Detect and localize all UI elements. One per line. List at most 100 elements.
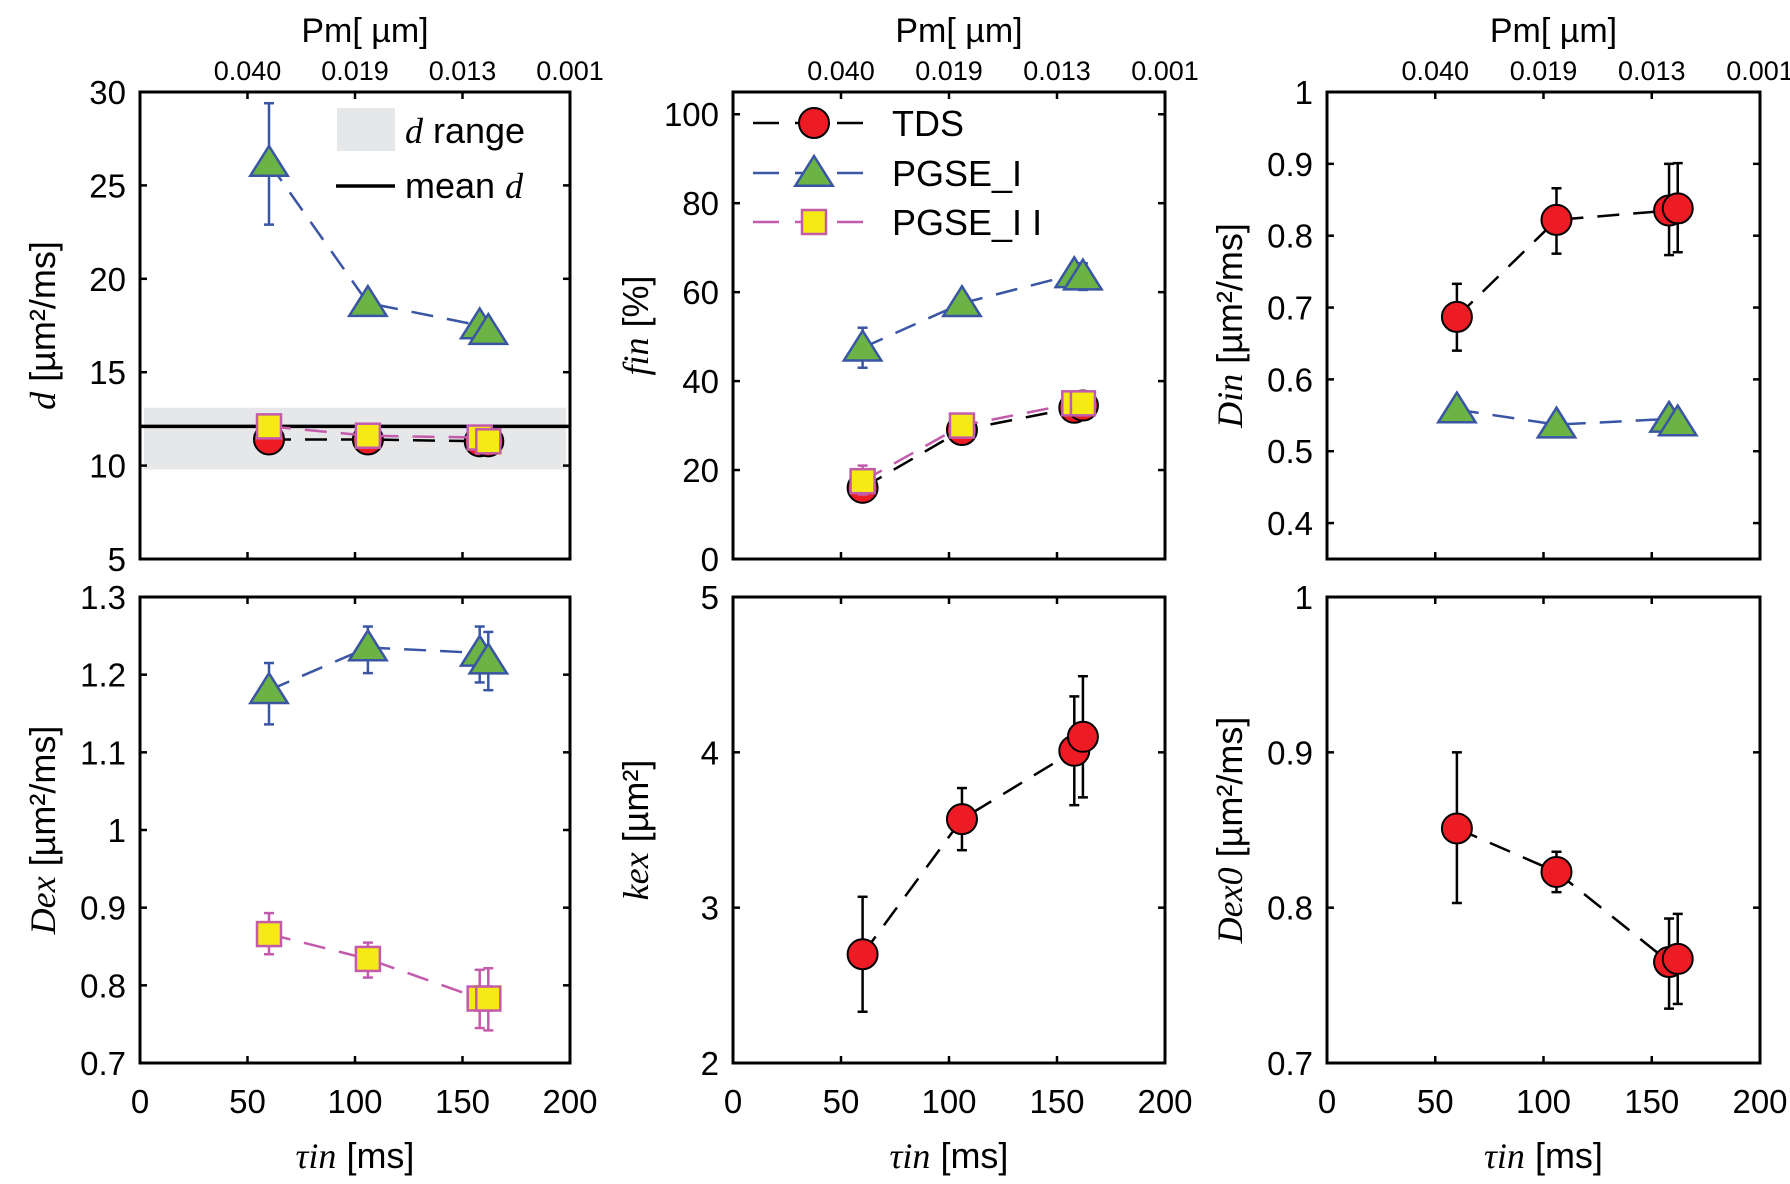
y-axis-label-unit: [%] (615, 275, 656, 337)
y-tick-label: 1 (1295, 579, 1313, 616)
y-tick-label: 0.4 (1267, 505, 1313, 542)
x-axis-label: τin [ms] (296, 1135, 415, 1176)
series-PGSE_I (841, 255, 1104, 370)
x-axis-label: τin [ms] (890, 1135, 1009, 1176)
data-point-TDS (1540, 203, 1573, 236)
x-tick-label: 100 (921, 1083, 976, 1120)
legend-label-PGSE_II: PGSE_I I (892, 202, 1042, 243)
data-point-TDS (945, 803, 978, 836)
panel-Dex: 0 50 100 150 200 0.7 0.8 0.9 1 1.1 1.2 1.3 Dex [µm²/… (22, 579, 598, 1176)
y-axis-label-unit: [µm²] (615, 760, 656, 853)
data-point-PGSE_I (1435, 390, 1478, 424)
top-axis-title: Pm[ µm] (895, 12, 1022, 50)
y-axis-label: Dex0 [µm²/ms] (1209, 717, 1250, 945)
legend-marker-PGSE_I (793, 153, 835, 187)
y-axis-label-var: kex (616, 852, 656, 900)
data-point-TDS (1440, 300, 1473, 333)
top-axis-title: Pm[ µm] (301, 12, 428, 50)
series-TDS (846, 674, 1099, 1013)
series-line-PGSE_I (1456, 408, 1679, 426)
top-axis-tick-label: 0.001 (1131, 56, 1199, 86)
y-tick-label: 0.6 (1267, 361, 1313, 398)
series-TDS (1440, 161, 1694, 352)
data-point-PGSE_II (475, 985, 502, 1012)
top-axis-tick-label: 0.019 (321, 56, 389, 86)
series-PGSE_II (849, 390, 1097, 496)
y-axis-label-var: Din (1210, 374, 1250, 429)
y-tick-label: 0.5 (1267, 433, 1313, 470)
top-axis-tick-label: 0.013 (1618, 56, 1686, 86)
top-axis-tick-label: 0.040 (807, 56, 875, 86)
x-axis-label-var: τin (296, 1136, 337, 1176)
y-axis-label-unit: [µm²/ms] (22, 241, 63, 392)
legend-panel-d: d range mean d (336, 108, 525, 206)
legend-marker-TDS (798, 107, 830, 139)
series-line-TDS (1456, 827, 1679, 964)
legend-text: range (423, 110, 525, 151)
x-tick-label: 100 (1516, 1083, 1571, 1120)
series-PGSE_I (248, 625, 510, 726)
x-axis-label-unit: [ms] (930, 1135, 1008, 1176)
series-line-TDS (269, 438, 489, 443)
series-PGSE_I (248, 101, 510, 346)
x-tick-label: 0 (1318, 1083, 1336, 1120)
data-point-PGSE_I (1535, 405, 1578, 439)
axes-frame (138, 595, 572, 1065)
legend-text: mean (405, 165, 505, 206)
data-point-TDS (1661, 192, 1694, 225)
y-tick-label: 0.9 (1267, 734, 1313, 771)
y-tick-label: 5 (108, 541, 126, 578)
x-axis-label-unit: [ms] (1525, 1135, 1603, 1176)
series-TDS (1440, 751, 1694, 1010)
y-axis-label-unit: [µm²/ms] (1209, 717, 1250, 868)
x-tick-label: 200 (1732, 1083, 1787, 1120)
y-tick-label: 15 (89, 354, 126, 391)
y-tick-label: 20 (89, 261, 126, 298)
y-axis-label-var: Dex (23, 876, 63, 935)
data-point-PGSE_I (346, 283, 389, 318)
y-tick-label: 30 (89, 74, 126, 111)
x-tick-label: 0 (131, 1083, 149, 1120)
y-tick-label: 1.1 (80, 734, 126, 771)
data-point-TDS (1440, 812, 1473, 845)
axes-frame (138, 90, 572, 561)
data-point-PGSE_II (255, 920, 283, 948)
top-axis-tick-label: 0.001 (536, 56, 604, 86)
data-point-PGSE_I (1061, 257, 1104, 291)
top-axis-tick-label: 0.013 (1023, 56, 1091, 86)
x-tick-label: 150 (435, 1083, 490, 1120)
top-axis-tick-label: 0.013 (429, 56, 497, 86)
y-axis-label-unit: [µm²/ms] (22, 726, 63, 877)
y-tick-label: 0 (701, 541, 719, 578)
top-axis-tick-label: 0.001 (1726, 56, 1790, 86)
y-axis-label-var: Dex0 (1210, 867, 1250, 944)
panel-kex: 0 50 100 150 200 2 3 4 5 kex [µm²] τin [ms] (615, 579, 1193, 1176)
axes-frame (731, 595, 1167, 1065)
data-point-PGSE_I (841, 328, 884, 362)
y-axis-label: kex [µm²] (615, 760, 656, 901)
data-point-TDS (1661, 942, 1694, 975)
panel-d: 5 10 15 20 25 30 d [µm²/ms] Pm[ µm] 0.040 0.019 0.… (22, 12, 604, 578)
y-tick-label: 0.9 (80, 890, 126, 927)
data-point-PGSE_II (475, 428, 502, 455)
y-axis-label: d [µm²/ms] (22, 241, 63, 410)
y-tick-label: 80 (682, 185, 719, 222)
y-axis-label-unit: [µm²/ms] (1209, 223, 1250, 374)
y-tick-label: 40 (682, 363, 719, 400)
y-tick-label: 2 (701, 1045, 719, 1082)
data-point-PGSE_II (255, 413, 283, 440)
legend-label-TDS: TDS (892, 103, 964, 144)
y-tick-label: 0.7 (80, 1045, 126, 1082)
y-axis-label: fin [%] (615, 275, 656, 375)
y-axis-label: Dex [µm²/ms] (22, 726, 63, 936)
legend-marker-PGSE_II (800, 208, 828, 236)
x-tick-label: 200 (542, 1083, 597, 1120)
legend-panel-fin: TDS PGSE_I PGSE_I I (753, 103, 1042, 243)
y-tick-label: 60 (682, 274, 719, 311)
data-point-PGSE_I (248, 143, 290, 177)
data-point-TDS (1540, 855, 1573, 888)
x-tick-label: 50 (229, 1083, 266, 1120)
y-tick-label: 1 (108, 812, 126, 849)
top-axis-tick-label: 0.040 (214, 56, 282, 86)
